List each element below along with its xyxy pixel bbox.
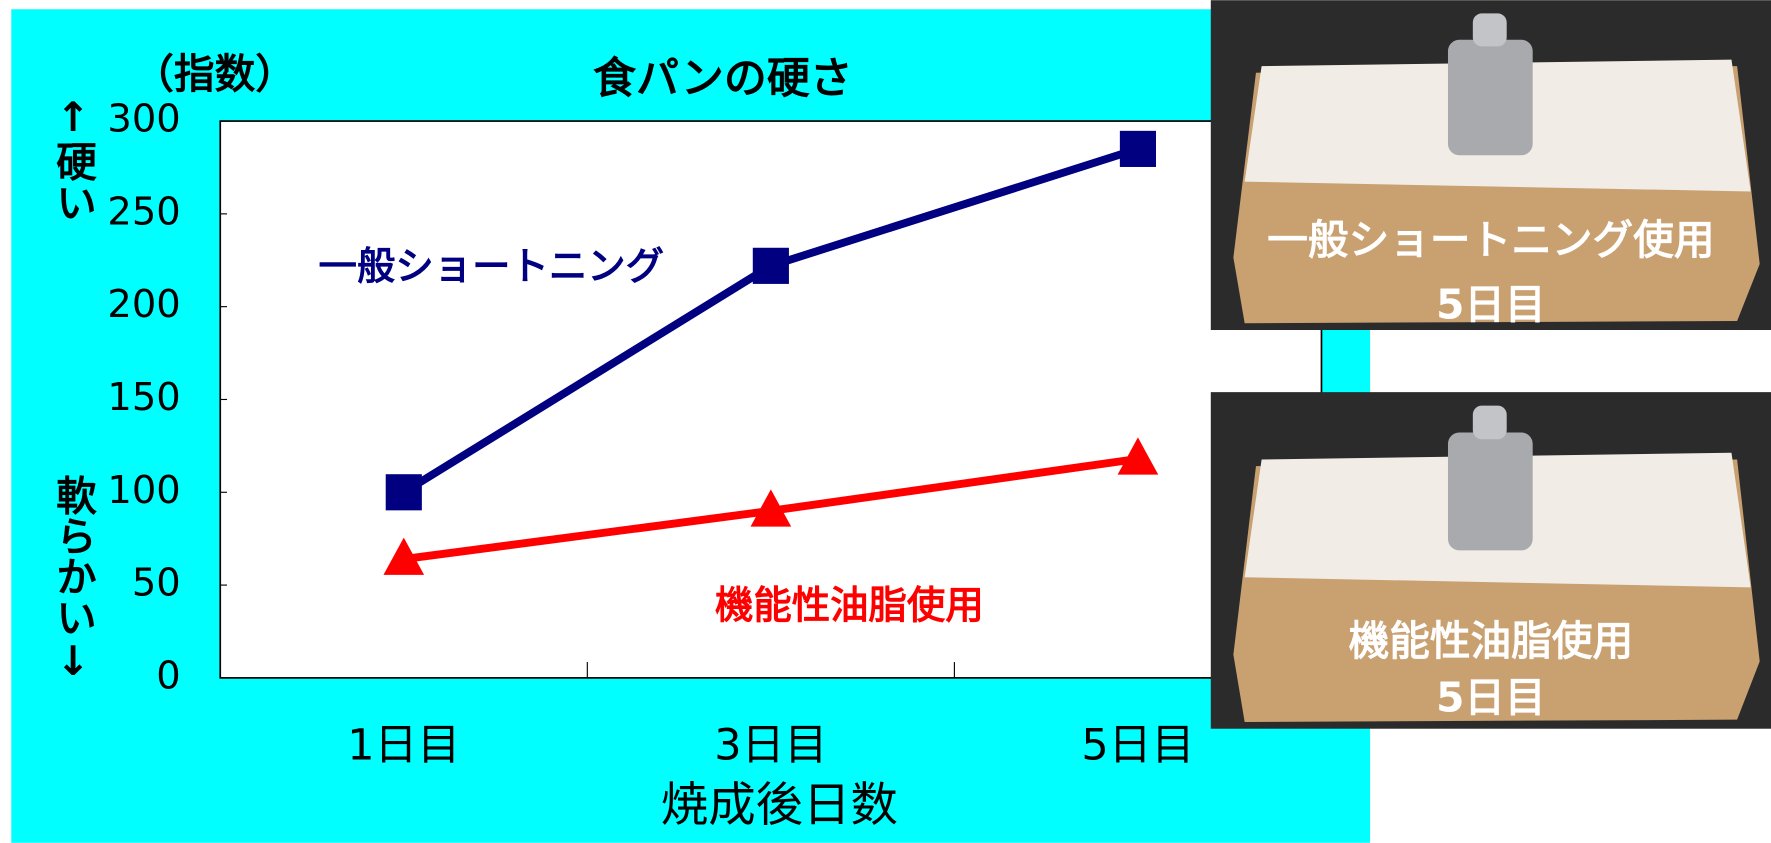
plot-area — [219, 120, 1323, 679]
photo-caption: 5日目 — [1436, 280, 1546, 328]
marker-triangle — [1117, 437, 1159, 475]
y-tick-label: 50 — [132, 561, 181, 606]
marker-triangle — [750, 489, 792, 527]
x-tick-label: 1日目 — [347, 720, 460, 770]
chart-title: 食パンの硬さ — [593, 54, 853, 104]
y-label-top: ↑硬い — [49, 93, 97, 222]
marker-square — [752, 247, 789, 284]
y-tick-label: 150 — [107, 375, 180, 420]
y-tick-label: 200 — [107, 282, 180, 327]
plot: 0 50 100 150 200 250 300 1日目 3日目 5日目 一般ショートニング機能性油… — [107, 97, 1194, 771]
photo-caption: 5日目 — [1436, 673, 1546, 721]
series-label: 一般ショートニング — [319, 245, 665, 290]
photo-caption: 機能性油脂使用 — [1349, 617, 1634, 665]
x-tick-label: 5日目 — [1081, 720, 1194, 770]
series-label: 機能性油脂使用 — [715, 583, 984, 628]
marker-square — [1119, 130, 1157, 167]
y-tick-label: 250 — [107, 189, 180, 234]
photo-caption: 一般ショートニング使用 — [1267, 216, 1714, 264]
marker-square — [385, 474, 422, 511]
y-unit-label: （指数） — [133, 50, 296, 98]
y-tick-label: 0 — [156, 653, 180, 698]
weight — [1447, 39, 1533, 156]
x-axis-title: 焼成後日数 — [661, 778, 898, 833]
y-tick-label: 300 — [107, 97, 180, 142]
weight-knob — [1472, 13, 1507, 47]
x-tick-label: 3日目 — [714, 720, 827, 770]
weight — [1447, 432, 1533, 551]
y-tick-label: 100 — [107, 468, 180, 513]
y-label-bottom: 軟らかい↓ — [49, 474, 97, 685]
weight-knob — [1472, 405, 1507, 440]
marker-triangle — [383, 537, 425, 575]
